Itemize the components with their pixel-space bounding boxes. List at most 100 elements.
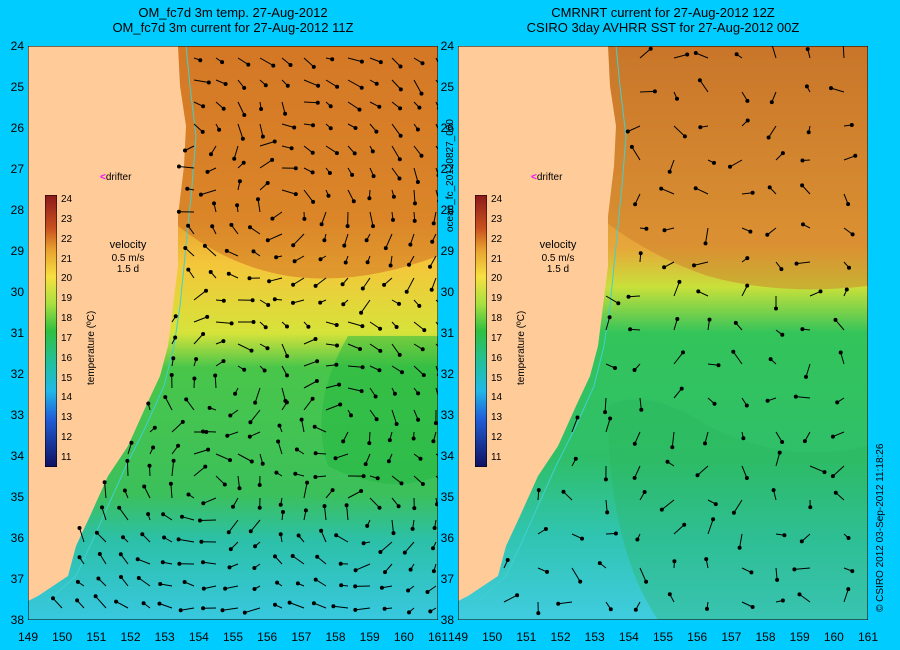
current-arrow	[303, 79, 319, 87]
current-arrowhead	[775, 577, 780, 582]
current-arrow	[661, 188, 675, 195]
current-arrow	[259, 159, 273, 169]
current-arrow	[268, 277, 283, 282]
current-arrowhead	[846, 202, 851, 207]
current-arrow	[671, 431, 675, 448]
current-arrowhead	[201, 560, 205, 565]
current-arrowhead	[183, 246, 188, 250]
current-arrow	[830, 87, 845, 93]
current-arrowhead	[260, 134, 265, 139]
current-arrowhead	[176, 537, 181, 542]
current-arrowhead	[378, 60, 383, 65]
current-arrowhead	[415, 127, 420, 132]
current-arrowhead	[633, 607, 638, 612]
colorbar-tick: 13	[61, 412, 73, 424]
current-arrow	[768, 125, 777, 138]
current-arrowhead	[420, 482, 425, 486]
current-arrowhead	[745, 283, 750, 288]
current-arrowhead	[780, 332, 785, 337]
current-arrowhead	[428, 609, 433, 614]
current-arrowhead	[330, 488, 335, 493]
current-arrowhead	[415, 180, 420, 184]
current-arrowhead	[616, 301, 621, 306]
current-arrowhead	[378, 348, 383, 353]
current-arrowhead	[231, 504, 235, 509]
current-arrowhead	[779, 267, 784, 272]
current-arrow	[435, 145, 438, 151]
current-arrowhead	[228, 547, 233, 552]
current-arrowhead	[373, 394, 378, 399]
copyright-label: © CSIRO 2012 03-Sep-2012 11:18:26	[875, 443, 886, 612]
current-arrowhead	[608, 416, 613, 421]
current-arrow	[362, 277, 371, 289]
current-arrowhead	[242, 367, 247, 372]
current-arrowhead	[318, 300, 323, 305]
current-arrowhead	[251, 320, 256, 324]
current-arrowhead	[847, 265, 851, 270]
current-arrowhead	[431, 439, 436, 444]
current-arrowhead	[335, 343, 339, 348]
current-arrowhead	[160, 560, 165, 565]
current-arrow	[171, 460, 175, 477]
longitude-tick: 151	[86, 630, 107, 644]
current-arrow	[634, 465, 641, 479]
left-title-line1: OM_fc7d 3m temp. 27-Aug-2012	[138, 5, 328, 20]
current-arrow	[164, 396, 173, 411]
current-arrow	[303, 380, 318, 389]
current-arrowhead	[158, 582, 163, 586]
drifter-label: drifter	[105, 172, 132, 183]
current-arrowhead	[147, 463, 152, 468]
current-arrowhead	[734, 52, 739, 57]
colorbar-tick: 12	[491, 432, 503, 444]
current-arrow	[673, 524, 685, 535]
current-arrowhead	[77, 555, 82, 560]
current-arrowhead	[206, 447, 211, 452]
current-arrowhead	[794, 261, 799, 266]
longitude-tick: 149	[447, 630, 469, 644]
current-arrowhead	[291, 300, 295, 305]
current-arrow	[435, 343, 438, 347]
current-arrowhead	[260, 461, 265, 466]
current-arrowhead	[353, 607, 358, 612]
current-arrowhead	[291, 243, 296, 248]
current-arrow	[604, 397, 607, 413]
current-arrowhead	[205, 314, 210, 319]
current-arrowhead	[633, 202, 638, 207]
current-arrowhead	[850, 569, 855, 574]
current-arrowhead	[198, 192, 203, 197]
current-arrowhead	[240, 136, 245, 141]
current-arrowhead	[200, 129, 205, 134]
current-arrowhead	[257, 483, 262, 487]
current-arrow	[695, 187, 709, 195]
current-arrowhead	[638, 251, 643, 256]
current-arrowhead	[285, 83, 290, 88]
current-arrowhead	[237, 179, 242, 184]
current-arrowhead	[312, 424, 317, 429]
current-arrowhead	[285, 354, 290, 359]
current-arrow	[303, 101, 318, 104]
current-arrow	[313, 602, 327, 609]
current-arrowhead	[386, 459, 391, 464]
current-arrow	[435, 123, 438, 130]
current-arrow	[325, 79, 338, 88]
left-velocity-legend: velocity 0.5 m/s 1.5 d	[100, 240, 156, 276]
current-arrowhead	[685, 52, 690, 57]
current-arrowhead	[162, 535, 167, 540]
current-arrowhead	[142, 484, 147, 489]
left-drifter-marker: <drifter	[100, 172, 131, 183]
current-arrowhead	[299, 417, 304, 422]
current-arrowhead	[289, 146, 294, 151]
current-arrowhead	[632, 368, 637, 372]
current-arrow	[101, 507, 107, 521]
current-arrowhead	[716, 363, 721, 368]
current-arrowhead	[334, 533, 339, 538]
current-arrowhead	[275, 580, 280, 585]
current-arrowhead	[265, 238, 270, 243]
current-arrowhead	[313, 475, 318, 479]
current-arrowhead	[333, 456, 338, 461]
right-drifter-marker: <drifter	[531, 172, 562, 183]
current-arrowhead	[793, 394, 798, 399]
current-arrowhead	[359, 59, 364, 64]
current-arrowhead	[782, 533, 787, 538]
longitude-tick: 153	[154, 630, 175, 644]
